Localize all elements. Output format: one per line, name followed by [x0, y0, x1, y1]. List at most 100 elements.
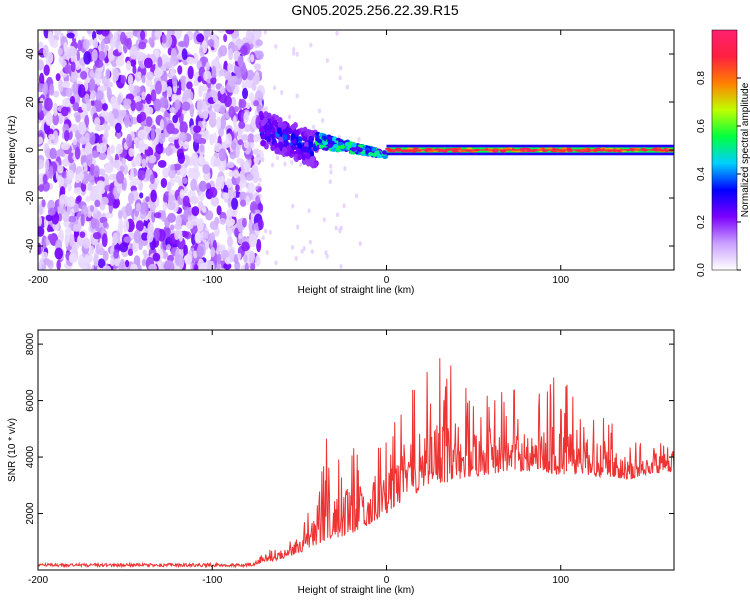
heatmap-cell [74, 174, 81, 184]
heatmap-cell [246, 102, 251, 110]
heatmap-cell [240, 45, 248, 56]
heatmap-cell [308, 141, 314, 148]
heatmap-cell [247, 133, 255, 145]
heatmap-cell [228, 170, 234, 177]
heatmap-cell [291, 137, 297, 145]
colorbar-tick-label: 0.6 [696, 119, 707, 133]
heatmap-cell [178, 40, 187, 48]
heatmap-cell [79, 231, 86, 239]
heatmap-cell [304, 141, 310, 149]
heatmap-cell [46, 260, 53, 267]
heatmap-cell [110, 37, 116, 50]
heatmap-cell [80, 213, 85, 227]
heatmap-cell [166, 244, 171, 251]
heatmap-cell [38, 101, 43, 113]
heatmap-cell [153, 212, 162, 219]
heatmap-cell [58, 176, 65, 187]
heatmap-cell [52, 130, 59, 144]
heatmap-cell [278, 141, 284, 149]
heatmap-cell [66, 196, 76, 208]
heatmap-cell [102, 220, 108, 228]
heatmap-cell [290, 132, 296, 140]
heatmap-cell [209, 220, 219, 230]
heatmap-cell [242, 217, 247, 228]
heatmap-cell [67, 182, 72, 192]
heatmap-cell [191, 232, 196, 246]
heatmap-cell [98, 50, 106, 62]
colorbar-tick-label: 0.8 [696, 71, 707, 85]
heatmap-cell [61, 81, 71, 88]
heatmap-cell [146, 71, 155, 81]
heatmap-cell [153, 98, 162, 112]
heatmap-cell [81, 103, 87, 112]
heatmap-cell [46, 224, 52, 233]
heatmap-cell [85, 152, 93, 167]
heatmap-cell [166, 86, 173, 98]
heatmap-cell [120, 109, 127, 118]
heatmap-cell [208, 187, 218, 198]
heatmap-cell [58, 113, 64, 125]
heatmap-cell [42, 81, 48, 96]
heatmap-cell [287, 114, 292, 120]
heatmap-cell [123, 164, 129, 175]
heatmap-cell [72, 81, 78, 96]
heatmap-cell [196, 33, 205, 43]
heatmap-cell [62, 211, 70, 223]
heatmap-cell [44, 97, 53, 111]
heatmap-cell [57, 47, 63, 56]
heatmap-cell [164, 260, 174, 267]
heatmap-cell [226, 178, 233, 189]
heatmap-cell [226, 208, 234, 218]
heatmap-cell [159, 97, 169, 109]
heatmap-cell [160, 177, 168, 189]
heatmap-cell [166, 200, 176, 211]
x-tick-label: 0 [384, 275, 390, 286]
heatmap-cell [74, 146, 81, 160]
heatmap-cell [274, 260, 278, 266]
heatmap-cell [205, 182, 211, 191]
heatmap-cell [268, 229, 272, 235]
heatmap-cell [118, 209, 123, 220]
chart-title: GN05.2025.256.22.39.R15 [291, 2, 459, 18]
heatmap-cell [130, 167, 135, 182]
heatmap-cell [292, 50, 296, 56]
heatmap-cell [106, 81, 113, 88]
heatmap-cell [193, 250, 198, 259]
heatmap-cell [308, 135, 314, 142]
heatmap-cell [57, 165, 64, 174]
heatmap-cell [94, 98, 103, 112]
heatmap-cell [334, 225, 338, 231]
heatmap-cell [59, 194, 68, 205]
heatmap-cell [245, 30, 253, 40]
y-tick-label: -40 [25, 238, 36, 253]
heatmap-cell [174, 230, 180, 241]
heatmap-cell [291, 143, 297, 151]
heatmap-cell [45, 214, 53, 222]
heatmap-cell [169, 68, 176, 77]
heatmap-cell [249, 262, 256, 270]
heatmap-cell [300, 248, 304, 254]
heatmap-cell [277, 121, 283, 128]
x-tick-label: -100 [202, 575, 222, 586]
heatmap-cell [261, 235, 265, 241]
heatmap-cell [104, 162, 114, 174]
heatmap-cell [406, 147, 413, 150]
heatmap-cell [218, 69, 228, 77]
heatmap-cell [121, 158, 126, 166]
heatmap-cell [123, 98, 132, 106]
heatmap-cell [157, 160, 167, 168]
heatmap-cell [83, 51, 92, 65]
heatmap-cell [149, 202, 156, 213]
heatmap-cell [260, 140, 266, 147]
y-tick-label: 20 [25, 96, 36, 108]
heatmap-cell [103, 179, 109, 187]
heatmap-cell [294, 256, 298, 261]
heatmap-cell [317, 139, 323, 144]
heatmap-cell [90, 217, 97, 229]
heatmap-cell [333, 143, 339, 149]
heatmap-cell [124, 259, 130, 268]
heatmap-cell [217, 90, 222, 101]
heatmap-cell [170, 48, 177, 62]
heatmap-cell [82, 39, 90, 50]
heatmap-cell [60, 60, 67, 68]
